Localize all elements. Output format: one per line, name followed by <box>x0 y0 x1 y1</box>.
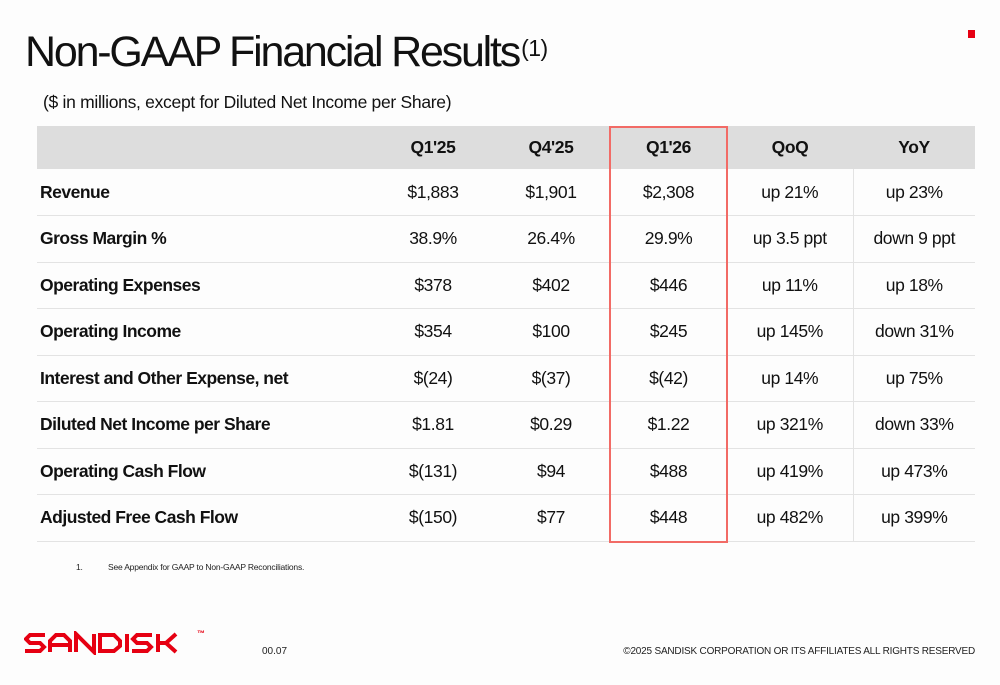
header-metric <box>37 126 374 169</box>
table-row: Operating Income $354 $100 $245 up 145% … <box>37 308 975 356</box>
cell-q425: $94 <box>492 448 610 495</box>
brand-accent-mark <box>968 30 975 38</box>
slide-title: Non-GAAP Financial Results(1) <box>25 26 548 78</box>
cell-q126: $448 <box>610 494 727 542</box>
cell-yoy: up 473% <box>853 448 975 495</box>
table-row: Diluted Net Income per Share $1.81 $0.29… <box>37 401 975 449</box>
cell-qoq: up 11% <box>727 262 854 309</box>
table-row: Adjusted Free Cash Flow $(150) $77 $448 … <box>37 494 975 542</box>
cell-q125: $354 <box>374 308 492 356</box>
cell-q126: $488 <box>610 448 727 495</box>
cell-qoq: up 14% <box>727 355 854 402</box>
cell-yoy: down 33% <box>853 401 975 449</box>
footnote-number: 1. <box>76 562 83 572</box>
cell-yoy: down 9 ppt <box>853 215 975 263</box>
header-q126: Q1'26 <box>646 137 691 157</box>
cell-q125: $(150) <box>374 494 492 542</box>
table-row: Revenue $1,883 $1,901 $2,308 up 21% up 2… <box>37 169 975 216</box>
sandisk-logo: ™ <box>24 629 205 655</box>
cell-yoy: up 75% <box>853 355 975 402</box>
header-q125: Q1'25 <box>410 137 456 157</box>
copyright-notice: ©2025 SANDISK CORPORATION OR ITS AFFILIA… <box>623 646 975 657</box>
cell-q126: $2,308 <box>610 169 727 216</box>
cell-yoy: up 18% <box>853 262 975 309</box>
table-row: Operating Cash Flow $(131) $94 $488 up 4… <box>37 448 975 495</box>
cell-yoy: up 23% <box>853 169 975 216</box>
table-row: Gross Margin % 38.9% 26.4% 29.9% up 3.5 … <box>37 215 975 263</box>
cell-q125: $378 <box>374 262 492 309</box>
footnote: 1. See Appendix for GAAP to Non-GAAP Reco… <box>76 562 304 572</box>
cell-qoq: up 321% <box>727 401 854 449</box>
header-q425: Q4'25 <box>528 137 574 157</box>
page-number: 00.07 <box>262 646 288 657</box>
cell-q125: $1,883 <box>374 169 492 216</box>
row-label: Revenue <box>37 169 374 216</box>
footnote-text: See Appendix for GAAP to Non-GAAP Reconc… <box>108 562 305 572</box>
cell-yoy: up 399% <box>853 494 975 542</box>
table-row: Operating Expenses $378 $402 $446 up 11%… <box>37 262 975 309</box>
cell-qoq: up 21% <box>727 169 854 216</box>
row-label: Operating Income <box>37 308 374 356</box>
cell-q126: 29.9% <box>610 215 727 263</box>
cell-q126: $(42) <box>610 355 727 402</box>
cell-qoq: up 419% <box>727 448 854 495</box>
cell-yoy: down 31% <box>853 308 975 356</box>
units-subtitle: ($ in millions, except for Diluted Net I… <box>43 92 452 112</box>
financial-results-table: Q1'25 Q4'25 Q1'26 QoQ YoY Revenue $1,883… <box>37 126 975 542</box>
table-row: Interest and Other Expense, net $(24) $(… <box>37 355 975 402</box>
cell-q425: $0.29 <box>492 401 610 449</box>
slide-title-text: Non-GAAP Financial Results <box>25 28 521 76</box>
cell-q125: $1.81 <box>374 401 492 449</box>
cell-q425: $(37) <box>492 355 610 402</box>
cell-q425: $402 <box>492 262 610 309</box>
row-label: Diluted Net Income per Share <box>37 401 374 449</box>
cell-q425: 26.4% <box>492 215 610 263</box>
cell-q425: $100 <box>492 308 610 356</box>
cell-q425: $77 <box>492 494 610 542</box>
row-label: Adjusted Free Cash Flow <box>37 494 374 542</box>
row-label: Interest and Other Expense, net <box>37 355 374 402</box>
table-header-row: Q1'25 Q4'25 Q1'26 QoQ YoY <box>37 126 975 169</box>
header-yoy: YoY <box>898 137 930 157</box>
cell-q126: $1.22 <box>610 401 727 449</box>
cell-q126: $245 <box>610 308 727 356</box>
row-label: Gross Margin % <box>37 215 374 263</box>
cell-qoq: up 3.5 ppt <box>727 215 854 263</box>
cell-q125: $(24) <box>374 355 492 402</box>
cell-q126: $446 <box>610 262 727 309</box>
cell-qoq: up 482% <box>727 494 854 542</box>
trademark-symbol: ™ <box>197 629 205 638</box>
cell-q125: 38.9% <box>374 215 492 263</box>
title-footnote-marker: (1) <box>521 35 548 61</box>
cell-q425: $1,901 <box>492 169 610 216</box>
row-label: Operating Cash Flow <box>37 448 374 495</box>
row-label: Operating Expenses <box>37 262 374 309</box>
header-qoq: QoQ <box>771 137 809 157</box>
cell-q125: $(131) <box>374 448 492 495</box>
cell-qoq: up 145% <box>727 308 854 356</box>
sandisk-logo-mark <box>24 631 178 655</box>
